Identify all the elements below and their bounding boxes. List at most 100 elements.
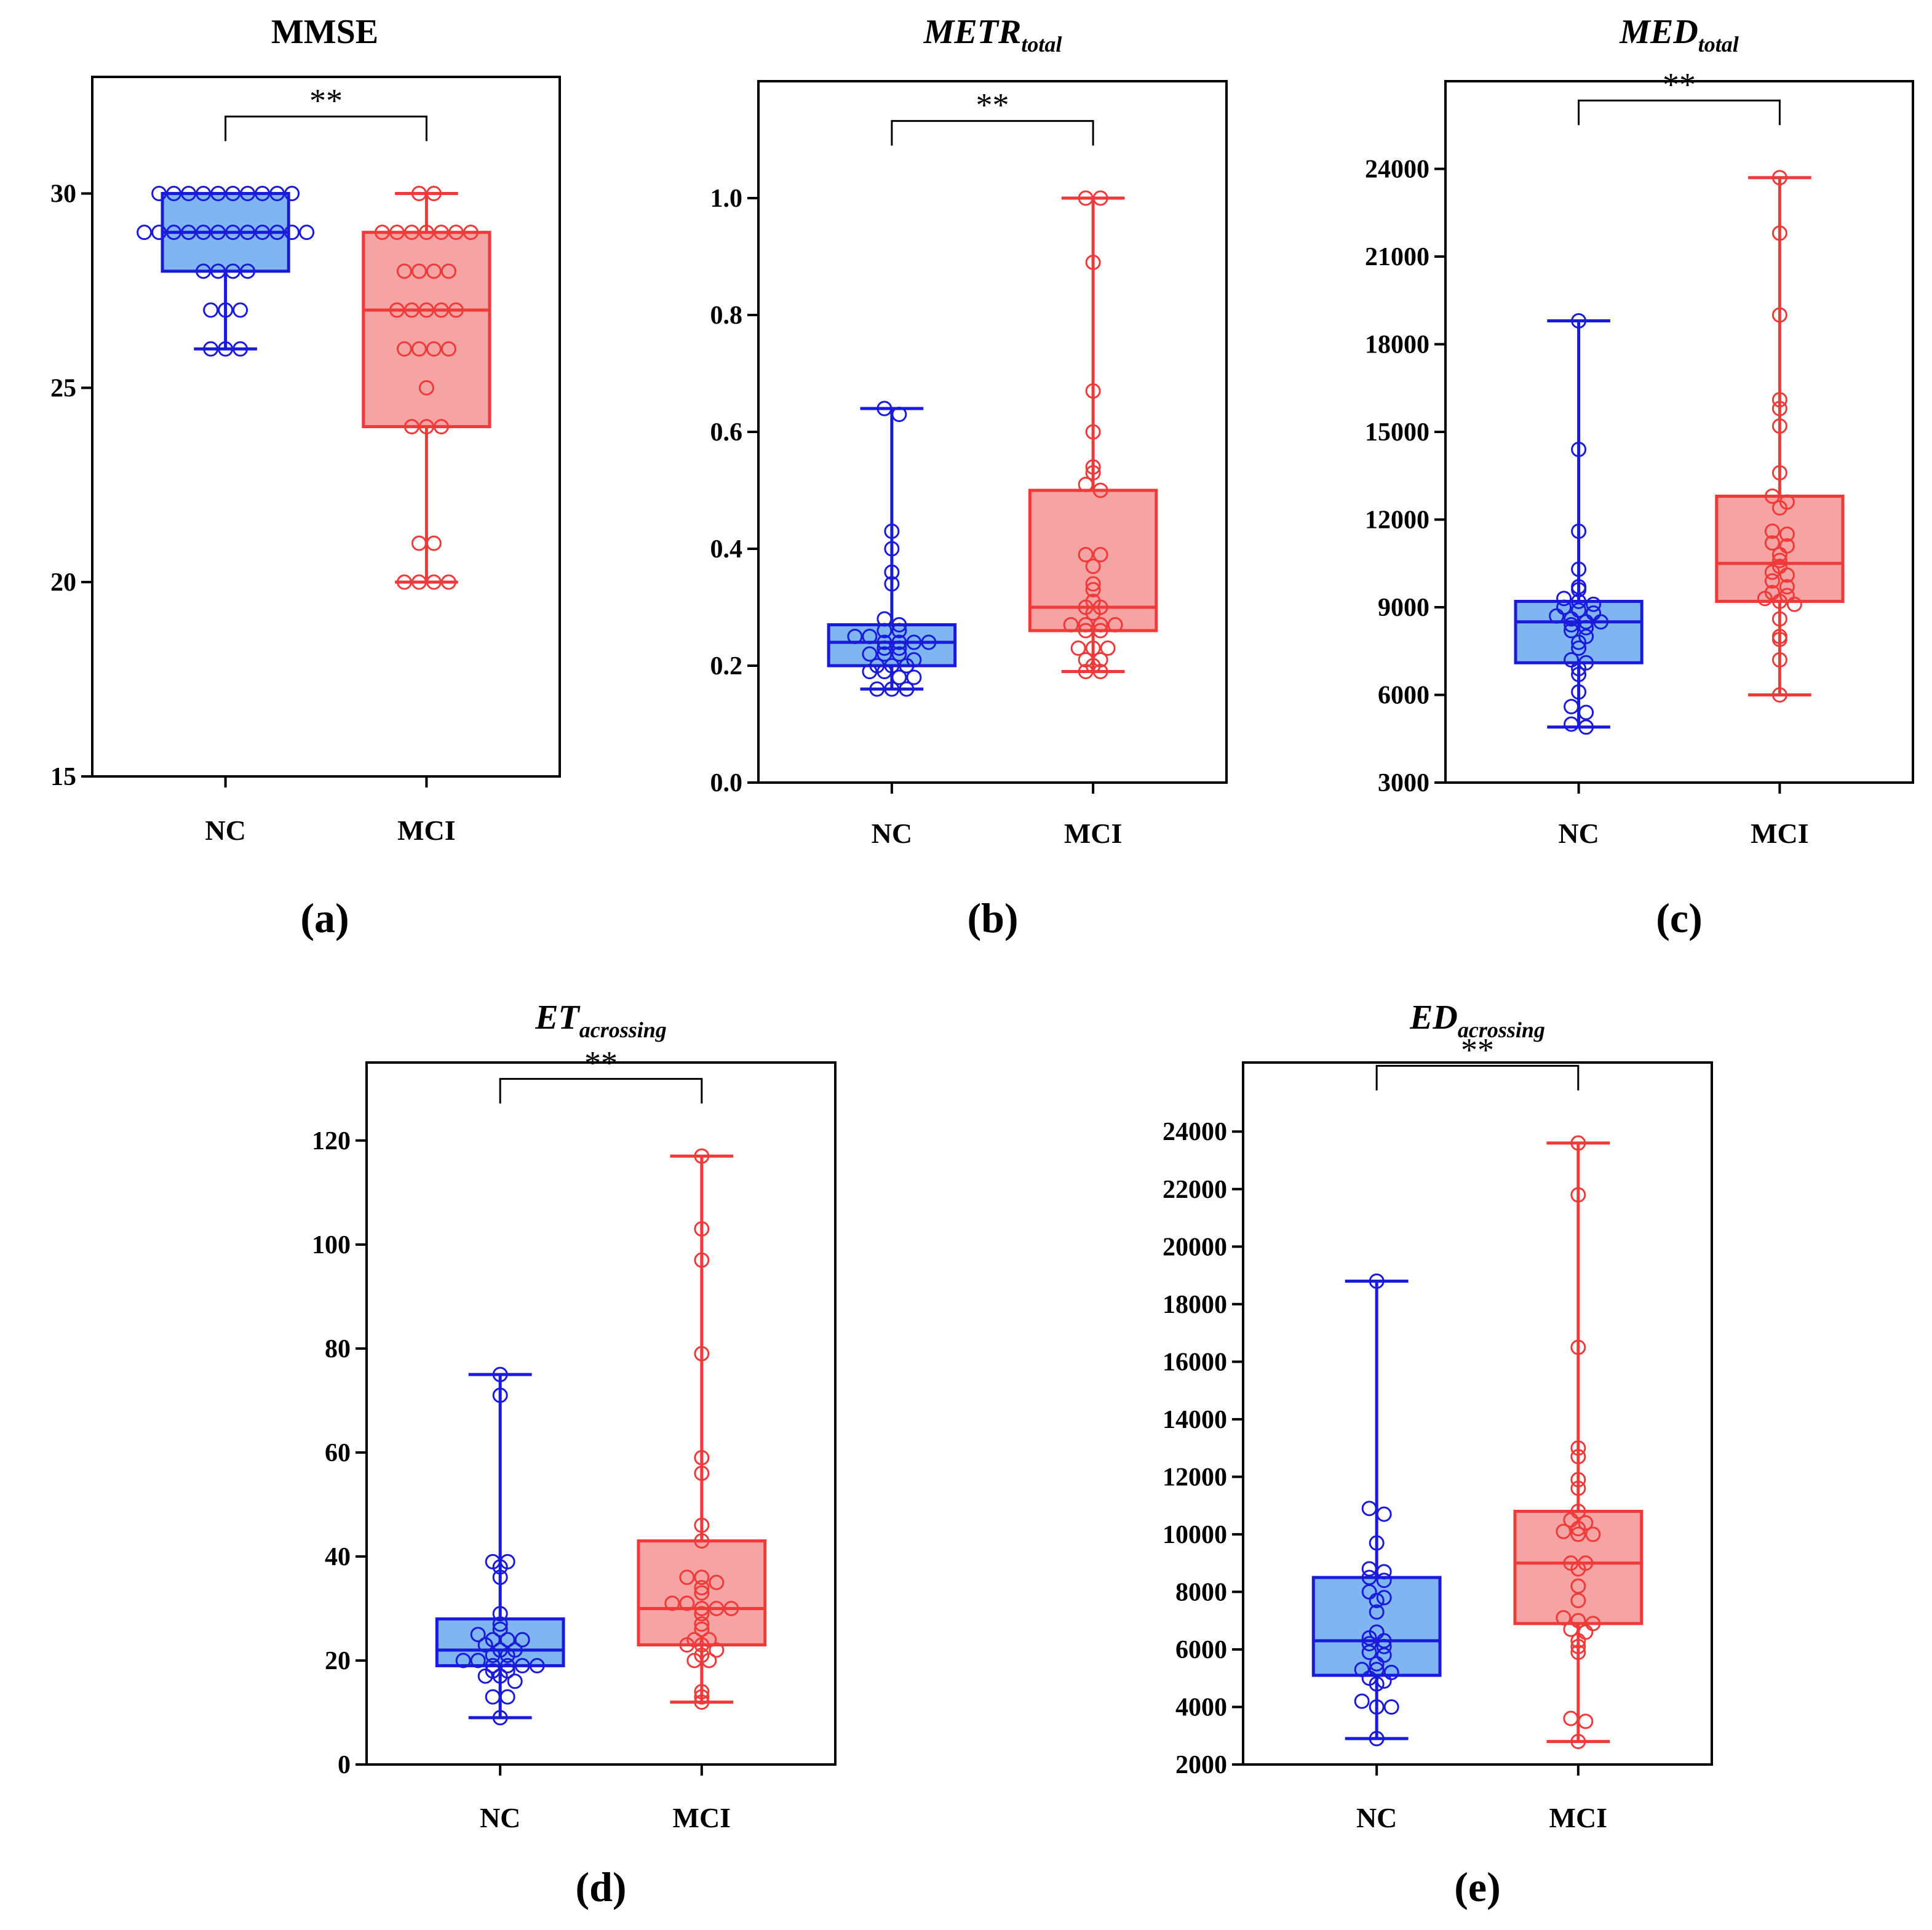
data-point (1376, 1506, 1392, 1522)
data-point (891, 634, 907, 650)
data-point (426, 186, 442, 201)
data-point (1361, 1501, 1377, 1517)
data-point (1383, 1664, 1399, 1680)
data-point (1578, 719, 1594, 735)
data-point (906, 634, 922, 650)
data-point (1092, 617, 1108, 632)
data-point (240, 186, 256, 201)
box-mci (637, 1148, 767, 1710)
data-point (709, 1574, 725, 1590)
data-point (694, 1569, 710, 1585)
bracket-line (499, 1078, 703, 1104)
data-point (485, 1663, 501, 1679)
data-point (507, 1673, 523, 1689)
data-point (269, 225, 285, 241)
data-point (455, 1653, 471, 1669)
chart-title-main: MMSE (271, 13, 378, 51)
y-tick-label: 20 (50, 568, 76, 597)
data-point (492, 1387, 508, 1403)
data-point (1092, 623, 1108, 639)
data-point (1369, 1662, 1385, 1678)
data-point (1376, 1590, 1392, 1606)
y-tick-label: 6000 (1378, 682, 1429, 710)
chart-title: ETacrossing (535, 999, 667, 1042)
significance-bracket: ** (891, 87, 1094, 146)
data-point (137, 225, 153, 241)
data-point (906, 669, 922, 685)
data-point (426, 341, 442, 357)
y-tick-label: 1.0 (710, 185, 743, 213)
data-point (1578, 655, 1594, 671)
data-point (507, 1642, 523, 1658)
data-point (877, 646, 892, 662)
chart-title-subscript: acrossing (579, 1018, 667, 1042)
box-iqr (362, 231, 491, 428)
data-point (884, 524, 900, 539)
data-point (433, 225, 449, 241)
chart-panel-4: ETacrossing 0 20 40 60 80 100 120 NC MCI ** (d) (312, 999, 837, 1910)
data-point (269, 186, 285, 201)
data-point (485, 1689, 501, 1705)
data-point (862, 629, 878, 644)
data-point (891, 669, 907, 685)
data-point (448, 225, 464, 241)
x-tick-label: NC (1558, 818, 1599, 849)
y-tick-label: 0.6 (710, 418, 743, 447)
data-point (1376, 1638, 1392, 1654)
data-point (891, 640, 907, 656)
data-point (877, 401, 892, 417)
data-point (470, 1627, 486, 1643)
data-point (1779, 588, 1795, 604)
data-point (440, 341, 456, 357)
panel-label: (e) (1454, 1864, 1500, 1910)
y-tick-label: 80 (325, 1335, 351, 1363)
data-point (694, 1346, 710, 1362)
data-point (196, 186, 212, 201)
y-tick-label: 6000 (1175, 1636, 1227, 1664)
data-point (233, 341, 248, 357)
data-point (492, 1616, 508, 1632)
data-point (403, 225, 419, 241)
data-point (1571, 561, 1587, 577)
chart-title: MEDtotal (1619, 13, 1739, 57)
y-tick-label: 9000 (1378, 594, 1429, 622)
data-point (1771, 687, 1787, 703)
data-point (1078, 190, 1094, 206)
data-point (166, 225, 182, 241)
data-point (255, 225, 271, 241)
data-point (225, 186, 241, 201)
data-point (492, 1569, 508, 1585)
data-point (884, 564, 900, 580)
data-point (284, 225, 300, 241)
panel-label: (b) (967, 895, 1018, 941)
data-point (514, 1657, 530, 1673)
data-point (701, 1632, 717, 1648)
data-point (1556, 591, 1572, 607)
panel-label: (d) (575, 1864, 626, 1910)
data-point (1563, 1555, 1579, 1571)
significance-stars: ** (1663, 66, 1696, 103)
data-point (694, 1533, 710, 1549)
y-tick-label: 20000 (1163, 1233, 1227, 1261)
data-point (1354, 1693, 1370, 1709)
data-point (396, 574, 412, 590)
data-point (1571, 442, 1587, 457)
data-point (694, 1621, 710, 1637)
data-point (869, 658, 885, 674)
box-nc (1514, 313, 1644, 735)
data-point (694, 1616, 710, 1632)
chart-title-main: ET (535, 999, 581, 1037)
data-point (1354, 1662, 1370, 1678)
box-mci (1028, 190, 1158, 679)
data-point (203, 341, 219, 357)
chart-title: METRtotal (923, 13, 1062, 57)
data-point (1771, 652, 1787, 668)
data-point (847, 629, 863, 644)
significance-bracket: ** (1375, 1031, 1580, 1091)
data-point (1571, 602, 1587, 618)
data-point (499, 1632, 515, 1648)
data-point (529, 1657, 545, 1673)
significance-bracket: ** (499, 1045, 703, 1104)
y-tick-label: 0.2 (710, 652, 743, 680)
y-tick-label: 22000 (1163, 1176, 1227, 1204)
